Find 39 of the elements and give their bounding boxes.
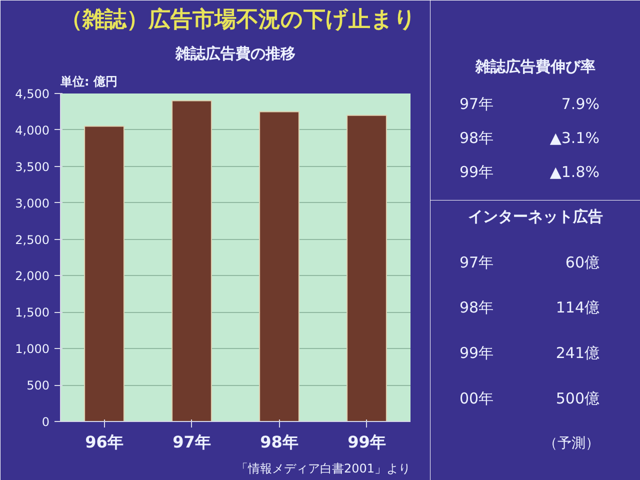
text: 114億	[556, 298, 600, 317]
x-tick-label: 97年	[172, 432, 211, 452]
y-tick-label: 1,000	[15, 342, 50, 356]
category-label: 97年	[460, 253, 494, 272]
category-label: 98年	[460, 298, 494, 317]
text: 500億	[556, 389, 600, 408]
text: 雑誌広告費伸び率	[474, 58, 596, 76]
y-tick-label: 1,500	[15, 306, 50, 320]
y-tick-label: 2,500	[15, 232, 50, 247]
y-tick-label: 3,500	[15, 160, 50, 174]
text: ▲3.1%	[550, 129, 600, 147]
y-tick-label: 4,500	[15, 87, 50, 101]
y-tick-label: 500	[26, 378, 50, 393]
bar	[172, 100, 212, 422]
text: インターネット広告	[468, 208, 603, 226]
y-tick-label: 3,000	[15, 196, 50, 210]
y-tick-label: 0	[42, 415, 50, 429]
text: （予測）	[544, 436, 600, 452]
chart-subtitle: 雑誌広告費の推移	[174, 44, 296, 62]
x-tick-label: 99年	[348, 432, 386, 452]
category-label: 99年	[460, 162, 494, 181]
category-label: 99年	[460, 344, 494, 362]
text: 60億	[565, 253, 600, 272]
x-tick-label: 96年	[85, 432, 124, 452]
text: 7.9%	[561, 95, 600, 114]
y-axis-title: 単位: 億円	[60, 74, 118, 88]
text: ▲1.8%	[550, 162, 600, 181]
chart-title: （雑誌）広告市場不況の下げ止まり	[60, 6, 416, 32]
text: 「情報メディア白書2001」より	[236, 462, 411, 476]
text: 241億	[556, 344, 600, 362]
y-tick-label: 4,000	[15, 123, 50, 138]
bar	[259, 111, 300, 422]
category-label: 97年	[460, 95, 494, 114]
bar	[346, 114, 387, 422]
category-label: 98年	[460, 129, 494, 147]
x-tick-label: 98年	[260, 432, 298, 452]
y-tick-label: 2,000	[15, 269, 50, 284]
category-label: 00年	[460, 389, 494, 408]
bar	[84, 126, 124, 422]
